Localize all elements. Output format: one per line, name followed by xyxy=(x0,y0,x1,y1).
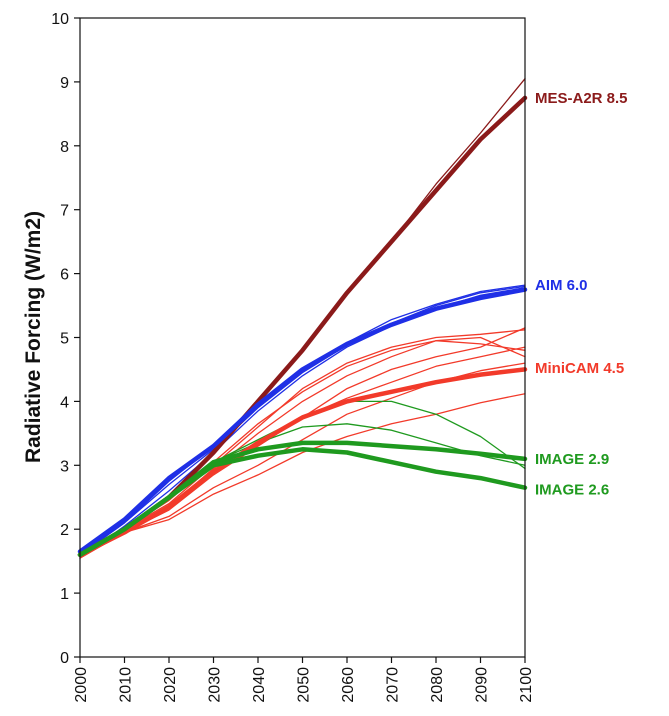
x-tick-label: 2010 xyxy=(118,667,135,703)
x-tick-label: 2050 xyxy=(296,667,313,703)
y-tick-label: 8 xyxy=(60,139,69,156)
series-line-image-16 xyxy=(79,400,526,556)
y-tick-label: 0 xyxy=(60,650,69,667)
y-axis-title: Radiative Forcing (W/m2) xyxy=(22,211,45,463)
y-tick-label: 7 xyxy=(60,203,69,220)
x-tick-label: 2080 xyxy=(429,667,446,703)
x-tick-label: 2090 xyxy=(474,667,491,703)
series-line-mes-1 xyxy=(79,78,526,556)
series-line-image-15 xyxy=(77,447,528,558)
y-tick-label: 10 xyxy=(51,11,69,28)
series-layer xyxy=(77,78,528,559)
y-tick-label: 3 xyxy=(60,458,69,475)
x-tick-label: 2070 xyxy=(385,667,402,703)
x-tick-label: 2030 xyxy=(207,667,224,703)
y-tick-label: 2 xyxy=(60,522,69,539)
y-tick-label: 1 xyxy=(60,586,69,603)
x-tick-label: 2040 xyxy=(251,667,268,703)
series-line-minicam-7 xyxy=(79,329,526,556)
series-line-minicam-6 xyxy=(77,367,528,558)
series-line-aim-4 xyxy=(79,285,526,556)
series-label-mes: MES-A2R 8.5 xyxy=(535,90,628,107)
series-line-minicam-12 xyxy=(79,393,526,559)
x-tick-label: 2060 xyxy=(340,667,357,703)
y-tick-label: 5 xyxy=(60,331,69,348)
series-line-mes-0 xyxy=(77,95,528,558)
series-label-image: IMAGE 2.6 xyxy=(535,482,609,499)
series-label-image: IMAGE 2.9 xyxy=(535,451,609,468)
x-tick-label: 2000 xyxy=(73,667,90,703)
y-tick-label: 6 xyxy=(60,267,69,284)
x-tick-label: 2100 xyxy=(518,667,535,703)
series-label-minicam: MiniCAM 4.5 xyxy=(535,360,624,377)
plot-frame xyxy=(79,17,526,658)
x-tick-label: 2020 xyxy=(162,667,179,703)
y-tick-label: 4 xyxy=(60,394,69,411)
series-label-aim: AIM 6.0 xyxy=(535,277,588,294)
series-line-aim-2 xyxy=(77,287,528,554)
y-tick-label: 9 xyxy=(60,75,69,92)
